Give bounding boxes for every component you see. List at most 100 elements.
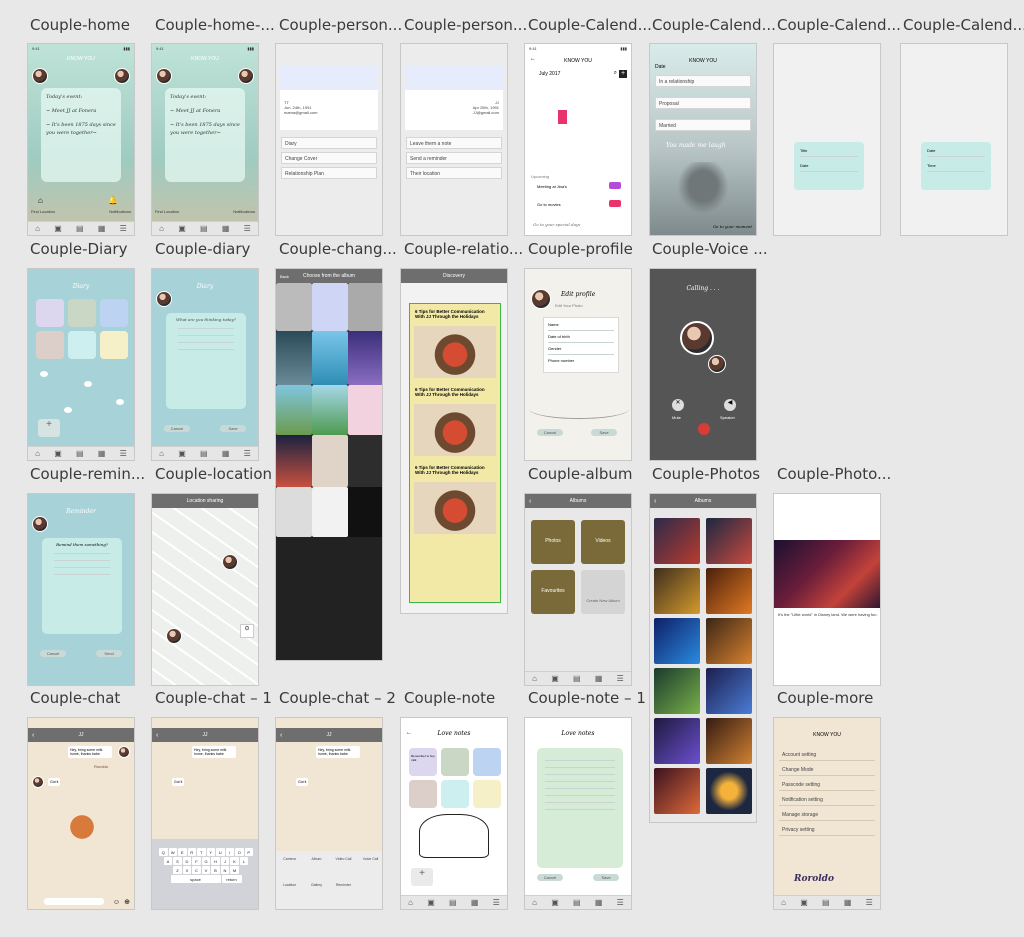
artboard-title[interactable]: Couple-chang... (279, 240, 397, 258)
note-icon[interactable]: ▦ (470, 898, 479, 907)
screen-couple-album[interactable]: ‹ Albums Photos Videos Favourites Create … (524, 493, 632, 686)
add-attachment-icon[interactable]: ⊕ (124, 899, 130, 906)
key[interactable]: Y (206, 848, 215, 856)
cover-option[interactable] (276, 283, 312, 331)
field-label[interactable]: Gender (548, 346, 562, 351)
avatar-right[interactable] (238, 68, 254, 84)
moment-footer[interactable]: Go to your moment (712, 224, 752, 229)
diary-tile[interactable] (36, 331, 64, 359)
menu-item[interactable]: Change Cover (281, 152, 377, 164)
note-tile[interactable] (473, 780, 501, 808)
photo-thumb[interactable] (706, 668, 752, 714)
album-folder[interactable]: Favourites (531, 570, 575, 614)
screen-couple-change[interactable]: Back Choose from the album (275, 268, 383, 661)
settings-item[interactable]: Privacy setting (779, 824, 875, 836)
cover-option[interactable] (312, 487, 348, 537)
screen-couple-photo-detail[interactable]: It's the "Little world" in Disney land. … (773, 493, 881, 686)
note-icon[interactable]: ▦ (594, 674, 603, 683)
attach-gallery[interactable]: Gallery (310, 883, 323, 887)
key[interactable]: R (187, 848, 196, 856)
artboard-title[interactable]: Couple-home (30, 16, 131, 34)
edit-photo-hint[interactable]: Edit Your Photo (555, 303, 583, 308)
artboard-title[interactable]: Couple-album (528, 465, 633, 483)
key[interactable]: J (220, 857, 230, 865)
mute-button[interactable]: ✕ (672, 399, 684, 411)
screen-couple-location[interactable]: Location sharing ⊙ (151, 493, 259, 686)
home-icon[interactable]: ⌂ (408, 898, 413, 907)
create-album-button[interactable]: Create New Album (581, 570, 625, 614)
artboard-title[interactable]: Couple-Calend... (777, 16, 901, 34)
artboard-title[interactable]: Couple-Voice ... (652, 240, 768, 258)
key[interactable]: I (225, 848, 234, 856)
space-key[interactable]: space (170, 875, 221, 883)
diary-tile[interactable] (100, 331, 128, 359)
avatar[interactable] (32, 516, 48, 532)
album-icon[interactable]: ▣ (551, 898, 559, 907)
screen-couple-chat-1[interactable]: ‹ JJ Hey, bring some milk home, thanks ba… (151, 717, 259, 910)
menu-item[interactable]: Leave them a note (406, 137, 502, 149)
avatar[interactable] (156, 291, 172, 307)
emoji-icon[interactable]: ☺ (112, 899, 120, 906)
album-icon[interactable]: ▣ (551, 674, 559, 683)
menu-icon[interactable]: ☰ (243, 224, 251, 233)
artboard-title[interactable]: Couple-more (777, 689, 874, 707)
key[interactable]: P (244, 848, 253, 856)
add-note-button[interactable]: + (411, 868, 433, 886)
save-button[interactable]: Save (593, 874, 619, 881)
pin-icon[interactable]: ⌂ (38, 196, 43, 205)
date-row[interactable]: Married (655, 119, 751, 131)
message-input[interactable] (44, 898, 104, 905)
cancel-button[interactable]: Cancel (537, 874, 563, 881)
note-tile[interactable] (473, 748, 501, 776)
note-tile[interactable] (409, 748, 437, 776)
album-icon[interactable]: ▣ (178, 449, 186, 458)
event-item[interactable]: Meeting at Jina's (537, 184, 567, 189)
hang-up-button[interactable] (698, 423, 710, 435)
article-title[interactable]: 6 Tips for Better Communication With JJ … (415, 465, 485, 475)
article-image[interactable] (414, 326, 496, 378)
key[interactable]: K (230, 857, 239, 865)
menu-item[interactable]: Diary (281, 137, 377, 149)
chat-icon[interactable]: ▤ (76, 449, 84, 458)
artboard-title[interactable]: Couple-Photo... (777, 465, 892, 483)
partner-map-pin[interactable] (222, 554, 238, 570)
screen-couple-diary-1[interactable]: Diary + ⌂ ▣ ▤ ▦ ☰ (27, 268, 135, 461)
cover-option[interactable] (348, 385, 382, 435)
artboard-title[interactable]: Couple-note (404, 689, 496, 707)
home-icon[interactable]: ⌂ (159, 449, 164, 458)
note-icon[interactable]: ▦ (97, 224, 106, 233)
cover-option[interactable] (348, 283, 382, 331)
album-icon[interactable]: ▣ (427, 898, 435, 907)
key[interactable]: W (168, 848, 177, 856)
menu-icon[interactable]: ☰ (616, 674, 624, 683)
settings-item[interactable]: Passcode setting (779, 779, 875, 791)
article-image[interactable] (414, 482, 496, 534)
artboard-title[interactable]: Couple-chat – 2 (279, 689, 396, 707)
cover-option[interactable] (312, 385, 348, 435)
album-folder[interactable]: Videos (581, 520, 625, 564)
artboard-title[interactable]: Couple-chat (30, 689, 121, 707)
photo-thumb[interactable] (706, 568, 752, 614)
back-icon[interactable]: ‹ (529, 497, 532, 505)
back-icon[interactable]: ‹ (156, 731, 159, 739)
album-icon[interactable]: ▣ (178, 224, 186, 233)
avatar-right[interactable] (114, 68, 130, 84)
attach-camera[interactable]: Camera (283, 857, 296, 861)
photo-thumb[interactable] (654, 668, 700, 714)
article-image[interactable] (414, 404, 496, 456)
artboard-title[interactable]: Couple-diary (155, 240, 251, 258)
artboard-title[interactable]: Couple-home-... (155, 16, 275, 34)
photo-large[interactable] (774, 540, 880, 608)
artboard-title[interactable]: Couple-profile (528, 240, 633, 258)
key[interactable]: L (239, 857, 249, 865)
artboard-title[interactable]: Couple-Photos (652, 465, 761, 483)
key[interactable]: H (211, 857, 220, 865)
key[interactable]: F (192, 857, 201, 865)
field-label[interactable]: Name (548, 322, 559, 327)
screen-couple-voice[interactable]: Calling . . . ✕ ◀ Mute Speaker (649, 268, 757, 461)
screen-couple-calendar-1[interactable]: 9:41 ▮▮▮ KNOW YOU ← July 2017 ⌕ + Upcomin… (524, 43, 632, 236)
photo-thumb[interactable] (654, 518, 700, 564)
chat-icon[interactable]: ▤ (200, 224, 208, 233)
key[interactable]: S (173, 857, 182, 865)
screen-couple-diary-2[interactable]: Diary What are you thinking today? Cance… (151, 268, 259, 461)
